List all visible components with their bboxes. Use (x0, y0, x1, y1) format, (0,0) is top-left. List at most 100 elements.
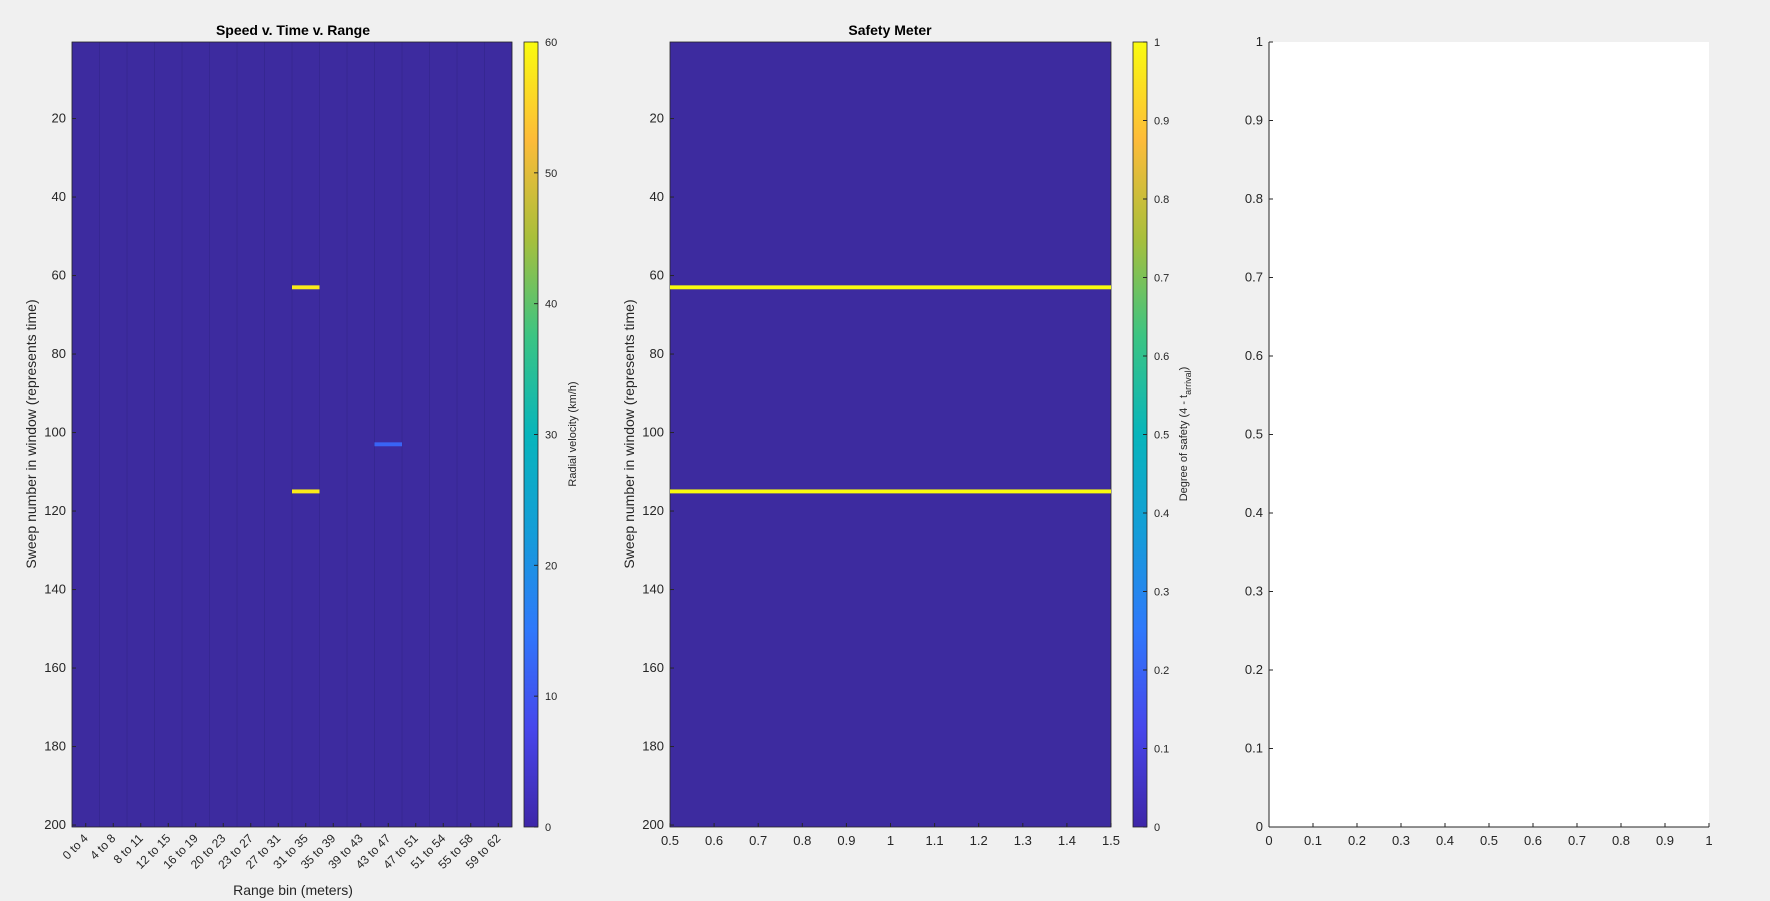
colorbar-tick-label: 50 (545, 168, 557, 180)
x-tick-label: 0.6 (705, 833, 723, 848)
y-axis-ticks: 0 0.1 0.2 0.3 0.4 0.5 0.6 0.7 0.8 0.9 1 (1245, 34, 1273, 834)
y-tick-label: 120 (642, 503, 664, 518)
chart-title: Speed v. Time v. Range (216, 22, 370, 38)
y-tick-label: 0.7 (1245, 270, 1263, 285)
y-tick-label: 180 (44, 739, 66, 754)
colorbar-label: Degree of safety (4 - tarrival) (1178, 367, 1193, 502)
x-tick-label: 0 (1265, 833, 1272, 848)
y-tick-label: 0.2 (1245, 662, 1263, 677)
colorbar-tick-label: 0.8 (1154, 194, 1169, 206)
heatmap-cell (374, 442, 402, 447)
y-axis-label: Sweep number in window (represents time) (23, 299, 39, 568)
x-tick-label: 0 to 4 (60, 831, 91, 862)
colorbar-tick-label: 30 (545, 430, 557, 442)
heatmap-row (670, 489, 1111, 494)
y-tick-label: 80 (650, 346, 664, 361)
colorbar-tick-label: 0 (1154, 822, 1160, 834)
colorbar-label-subscript: arrival (1183, 370, 1193, 395)
x-tick-label: 0.7 (749, 833, 767, 848)
x-tick-label: 0.8 (1612, 833, 1630, 848)
x-tick-label: 1.3 (1014, 833, 1032, 848)
y-tick-label: 0.9 (1245, 113, 1263, 128)
y-axis-ticks: 20 40 60 80 100 120 140 160 180 200 (44, 111, 76, 832)
y-tick-label: 120 (44, 503, 66, 518)
colorbar-tick-label: 0.7 (1154, 273, 1169, 285)
y-tick-label: 20 (650, 111, 664, 126)
colorbar-label: Radial velocity (km/h) (567, 381, 579, 486)
y-tick-label: 0.5 (1245, 427, 1263, 442)
y-tick-label: 40 (650, 189, 664, 204)
colorbar-ticks: 0 10 20 30 40 50 60 (534, 37, 557, 834)
colorbar-label-main: Degree of safety (4 - t (1178, 395, 1190, 501)
colorbar-tick-label: 0.6 (1154, 351, 1169, 363)
colorbar-tick-label: 0.9 (1154, 116, 1169, 128)
grid-lines (71, 41, 513, 828)
colorbar-tick-label: 0.1 (1154, 744, 1169, 756)
x-tick-label: 0.5 (661, 833, 679, 848)
heatmap-row (670, 285, 1111, 290)
x-tick-label: 1 (1705, 833, 1712, 848)
heatmap-plot-area (670, 42, 1111, 827)
y-tick-label: 200 (44, 817, 66, 832)
heatmap-cell (292, 285, 320, 290)
colorbar-tick-label: 10 (545, 691, 557, 703)
y-tick-label: 80 (52, 346, 66, 361)
x-tick-label: 1.5 (1102, 833, 1120, 848)
y-tick-label: 0.6 (1245, 348, 1263, 363)
colorbar-tick-label: 40 (545, 299, 557, 311)
y-tick-label: 20 (52, 111, 66, 126)
heatmap-cells (292, 285, 402, 494)
colorbar-tick-label: 0.3 (1154, 587, 1169, 599)
x-tick-label: 0.9 (837, 833, 855, 848)
y-tick-label: 40 (52, 189, 66, 204)
x-tick-label: 1.4 (1058, 833, 1076, 848)
colorbar-tick-label: 60 (545, 37, 557, 49)
y-tick-label: 0 (1256, 819, 1263, 834)
plot-area (1269, 42, 1709, 827)
x-tick-label: 1.1 (926, 833, 944, 848)
y-tick-label: 60 (650, 268, 664, 283)
y-tick-label: 100 (642, 425, 664, 440)
y-tick-label: 140 (642, 582, 664, 597)
y-tick-label: 160 (642, 660, 664, 675)
y-tick-label: 1 (1256, 34, 1263, 49)
safety-meter-panel: Safety Meter 20406080100120140160180200 … (621, 22, 1193, 848)
colorbar-tick-label: 0 (545, 822, 551, 834)
x-tick-label: 1 (887, 833, 894, 848)
colorbar-tick-label: 0.5 (1154, 430, 1169, 442)
x-tick-label: 0.9 (1656, 833, 1674, 848)
x-tick-label: 0.2 (1348, 833, 1366, 848)
colorbar-tick-label: 0.2 (1154, 665, 1169, 677)
x-tick-label: 0.4 (1436, 833, 1454, 848)
x-tick-label: 0.8 (793, 833, 811, 848)
speed-time-range-panel: Speed v. Time v. Range 20406080100120140… (23, 22, 579, 898)
plot-border (71, 41, 513, 828)
colorbar-ticks: 0 0.1 0.2 0.3 0.4 0.5 0.6 0.7 0.8 0.9 1 (1143, 37, 1169, 834)
y-tick-label: 140 (44, 582, 66, 597)
empty-axes-panel: 0 0.1 0.2 0.3 0.4 0.5 0.6 0.7 0.8 0.9 1 0 0.1 0.2 0.3… (1245, 34, 1713, 848)
x-axis-ticks: 0.5 0.6 0.7 0.8 0.9 1 1.1 1.2 1.3 1.4 1.5 (661, 823, 1120, 848)
x-tick-label: 0.1 (1304, 833, 1322, 848)
x-axis-ticks: 0 0.1 0.2 0.3 0.4 0.5 0.6 0.7 0.8 0.9 1 (1265, 823, 1713, 848)
x-tick-label: 0.5 (1480, 833, 1498, 848)
x-tick-label: 0.3 (1392, 833, 1410, 848)
x-tick-label: 1.2 (970, 833, 988, 848)
y-tick-label: 0.1 (1245, 741, 1263, 756)
y-axis-label: Sweep number in window (represents time) (621, 299, 637, 568)
colorbar-tick-label: 1 (1154, 37, 1160, 49)
y-axis-ticks: 20 40 60 80 100 120 140 160 180 200 (642, 111, 674, 832)
colorbar-label-end: ) (1178, 367, 1190, 371)
y-tick-label: 100 (44, 425, 66, 440)
x-tick-label: 0.6 (1524, 833, 1542, 848)
chart-title: Safety Meter (848, 22, 932, 38)
y-tick-label: 60 (52, 268, 66, 283)
y-tick-label: 0.4 (1245, 505, 1263, 520)
y-tick-label: 160 (44, 660, 66, 675)
y-tick-label: 0.3 (1245, 584, 1263, 599)
y-tick-label: 0.8 (1245, 191, 1263, 206)
x-axis-label: Range bin (meters) (233, 882, 353, 898)
colorbar-tick-label: 0.4 (1154, 508, 1169, 520)
heatmap-cell (292, 489, 320, 494)
